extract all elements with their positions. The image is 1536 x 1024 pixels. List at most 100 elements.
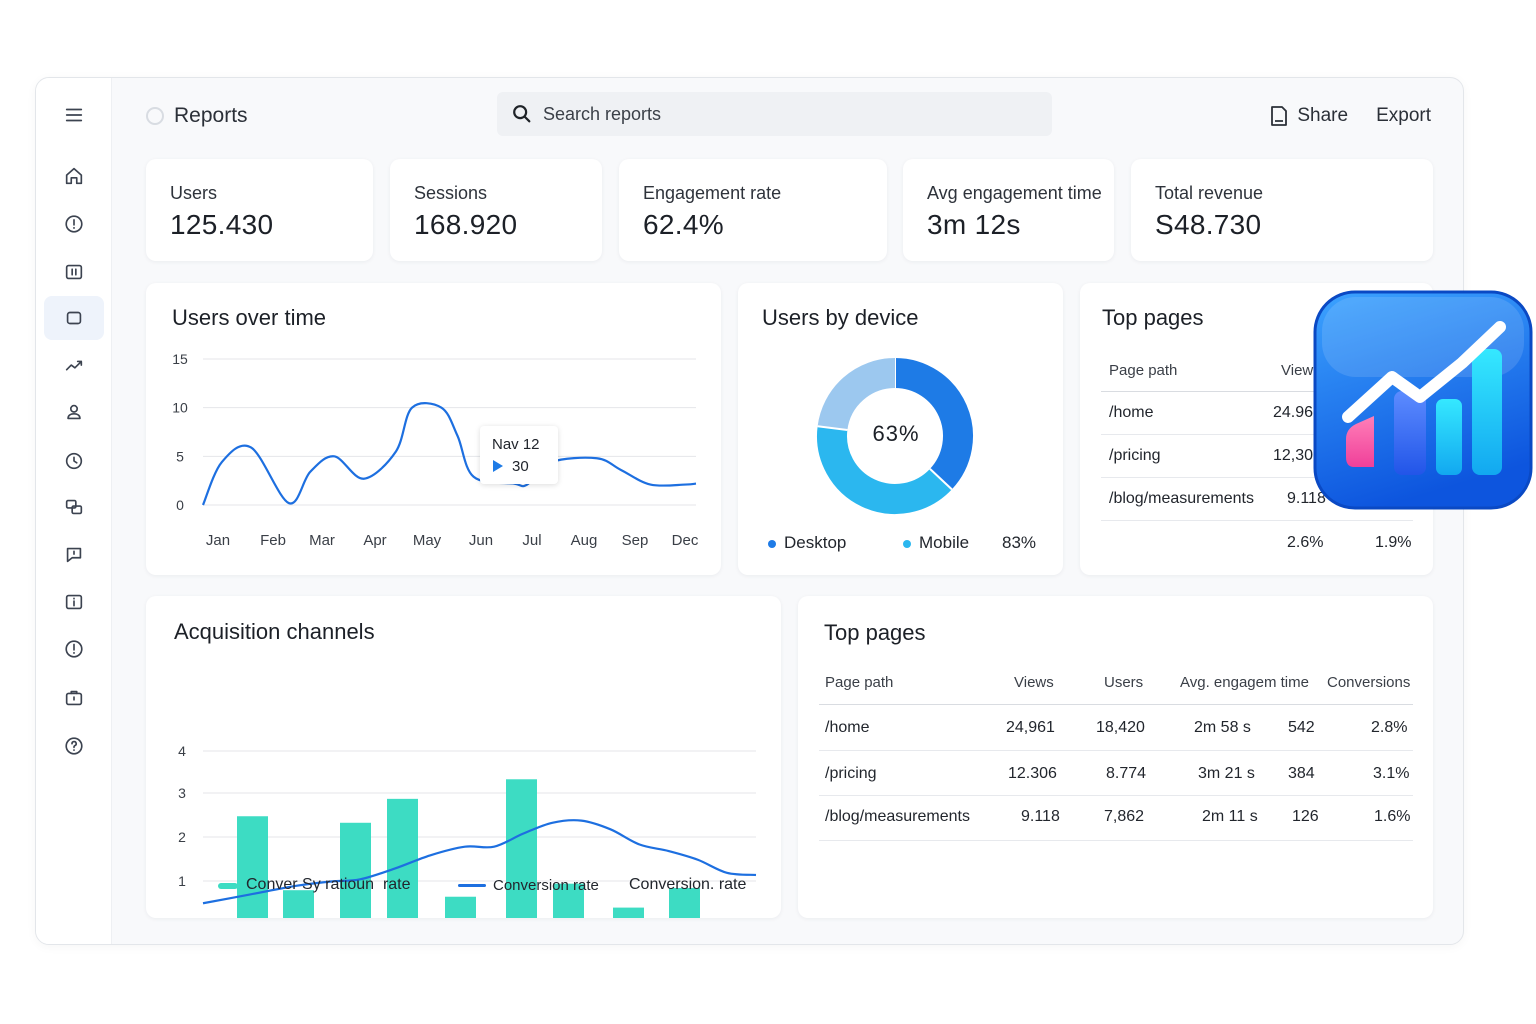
y-tick-label: 2 <box>178 829 186 845</box>
card-title: Acquisition channels <box>174 619 375 644</box>
sidebar-item-alerts[interactable] <box>44 202 104 246</box>
x-tick-label: Mar <box>309 532 335 549</box>
kpi-label: Avg engagement time <box>927 183 1102 203</box>
page-rate: 2.8% <box>1371 719 1408 736</box>
page-users: 7,862 <box>1104 808 1145 825</box>
donut-slice-mobile <box>817 426 952 514</box>
alert-circle-icon <box>65 215 83 233</box>
sidebar-item-trends[interactable] <box>44 344 104 388</box>
bar <box>506 779 537 918</box>
share-icon <box>1271 106 1288 126</box>
y-tick-label: 15 <box>172 351 188 367</box>
trend-icon <box>65 360 83 371</box>
legend-swatch-line <box>458 884 486 887</box>
device-donut-chart <box>817 358 973 514</box>
page-conversions: 126 <box>1292 808 1319 825</box>
bar <box>613 907 644 918</box>
sidebar-item-help[interactable] <box>44 724 104 768</box>
table-row[interactable]: /blog/measurements 9.118 <box>1101 478 1413 521</box>
footer-value: 2.6% <box>1287 534 1324 551</box>
sidebar-item-location[interactable] <box>44 627 104 671</box>
footer-value: 1.9% <box>1375 534 1412 551</box>
table-row[interactable]: /pricing 12.306 8.774 3m 21 s 384 3.1% <box>819 751 1413 796</box>
page-path: /home <box>1109 404 1154 421</box>
page-views: 9.118 <box>1021 808 1060 825</box>
kpi-label: Engagement rate <box>643 183 782 203</box>
donut-center-label: 63% <box>872 421 920 446</box>
search-input[interactable] <box>543 103 1023 125</box>
legend-extra: Conversion. rate <box>629 876 747 893</box>
sidebar-item-users[interactable] <box>44 390 104 434</box>
page-views: 12,30 <box>1273 447 1314 464</box>
sidebar-item-reports[interactable] <box>44 296 104 340</box>
sidebar-item-messages[interactable] <box>44 533 104 577</box>
briefcase-icon <box>65 690 83 706</box>
x-tick-label: Jul <box>522 532 541 549</box>
page-time: 2m 58 s <box>1194 719 1251 736</box>
user-icon <box>67 404 81 420</box>
y-tick-label: 3 <box>178 785 186 801</box>
page-rate: 1.6% <box>1374 808 1411 825</box>
kpi-value: 3m 12s <box>927 209 1021 240</box>
help-icon <box>65 737 83 755</box>
search-bar[interactable] <box>497 92 1052 136</box>
bar <box>669 888 700 918</box>
y-tick-label: 4 <box>178 743 186 759</box>
sidebar-item-columns[interactable] <box>44 250 104 294</box>
sidebar-item-realtime[interactable] <box>44 439 104 483</box>
header-conversions: Conversions <box>1327 674 1411 691</box>
x-tick-label: Dec <box>672 532 699 549</box>
table-row[interactable]: /home 24,961 18,420 2m 58 s 542 2.8% <box>819 705 1413 751</box>
y-tick-label: 8 <box>178 917 186 918</box>
app-window: Reports Share Export Users 125.430 Sessi… <box>35 77 1464 945</box>
share-button[interactable]: Share <box>1269 105 1348 127</box>
kpi-card-total-revenue[interactable]: Total revenue S48.730 <box>1131 159 1433 261</box>
page-time: 3m 21 s <box>1198 765 1255 782</box>
kpi-card-engagement-rate[interactable]: Engagement rate 62.4% <box>619 159 887 261</box>
kpi-card-engagement-time[interactable]: Avg engagement time 3m 12s <box>903 159 1114 261</box>
card-title: Users over time <box>172 305 327 330</box>
share-label: Share <box>1297 105 1349 126</box>
header-engagement-time: Avg. engagem time <box>1180 674 1309 691</box>
analytics-app-icon <box>1313 290 1533 510</box>
header-page-path: Page path <box>1109 362 1178 379</box>
page-views: 12.306 <box>1008 765 1057 782</box>
legend-mobile: Mobile <box>919 533 970 552</box>
sidebar-item-info[interactable] <box>44 580 104 624</box>
page-views: 24,961 <box>1006 719 1055 736</box>
sidebar-item-layers[interactable] <box>44 485 104 529</box>
x-tick-label: Aug <box>571 532 598 549</box>
table-header: Page path Views Users Avg. engagem time … <box>819 662 1413 705</box>
kpi-card-users[interactable]: Users 125.430 <box>146 159 373 261</box>
page-path: /pricing <box>1109 447 1161 464</box>
legend-swatch-bars <box>218 883 238 889</box>
page-time: 2m 11 s <box>1202 808 1258 825</box>
conversion-rate-line <box>202 819 757 905</box>
x-tick-label: Sep <box>622 532 649 549</box>
menu-button[interactable] <box>44 93 104 137</box>
kpi-label: Users <box>170 183 218 203</box>
sidebar-item-home[interactable] <box>44 154 104 198</box>
users-over-time-chart: 0 5 10 15 Jan Feb Mar Apr May Jun Jul Aug Sep Dec <box>172 351 699 549</box>
table-row[interactable]: /pricing 12,30 <box>1101 435 1413 478</box>
kpi-card-sessions[interactable]: Sessions 168.920 <box>390 159 602 261</box>
kpi-value: 125.430 <box>170 209 274 240</box>
header-page-path: Page path <box>825 674 894 691</box>
bar <box>553 883 584 918</box>
page-path: /pricing <box>825 765 877 782</box>
donut-slice-other <box>817 358 896 431</box>
play-icon <box>493 460 503 472</box>
table-row[interactable]: /home 24.96 <box>1101 392 1413 435</box>
bar <box>387 798 418 918</box>
clock-icon <box>65 452 83 470</box>
export-label: Export <box>1376 105 1431 126</box>
donut-slice-desktop <box>894 358 973 490</box>
users-over-time-card: Users over time 0 5 10 15 Jan Feb Mar Apr May Jun… <box>146 283 721 575</box>
table-row[interactable]: /blog/measurements 9.118 7,862 2m 11 s 1… <box>819 796 1413 841</box>
sidebar-item-briefcase[interactable] <box>44 676 104 720</box>
users-by-device-card: Users by device 63% Desktop Mobile 83% <box>738 283 1063 575</box>
legend-dot-mobile <box>903 540 911 548</box>
message-icon <box>66 547 82 563</box>
table-header: Page path View <box>1101 349 1413 392</box>
export-button[interactable]: Export <box>1376 105 1431 127</box>
